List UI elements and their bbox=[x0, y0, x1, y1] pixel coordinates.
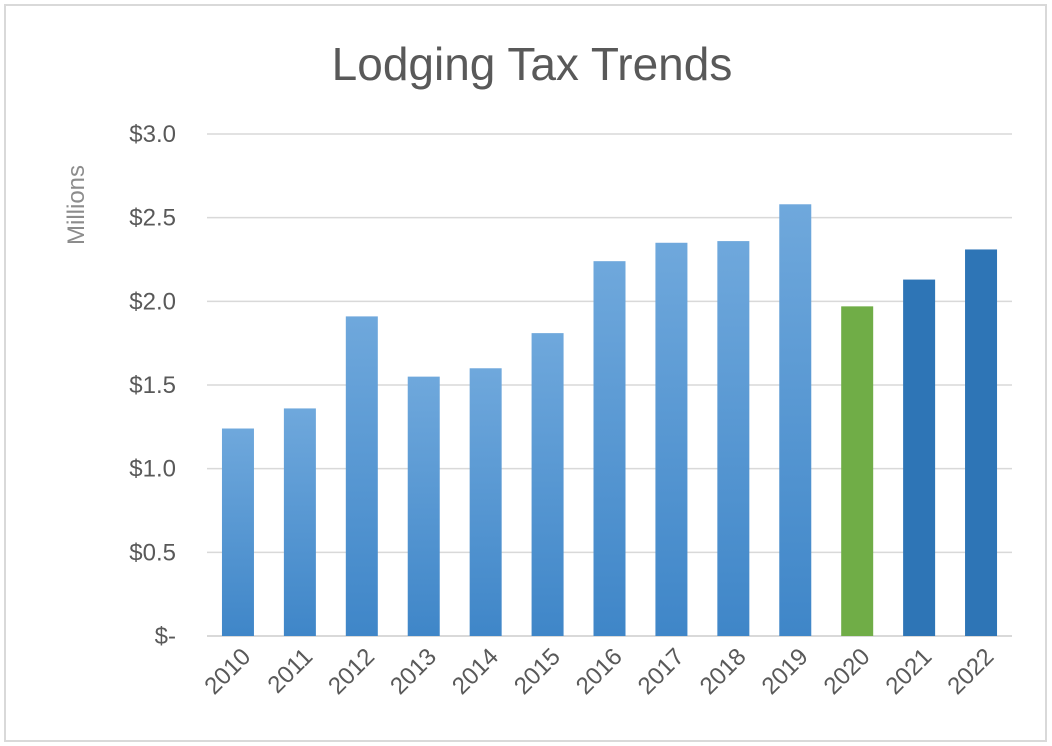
bar-2012 bbox=[345, 316, 378, 636]
x-tick-label: 2014 bbox=[447, 643, 504, 700]
bar-2016 bbox=[593, 261, 626, 636]
y-axis-label: Millions bbox=[63, 165, 90, 245]
bars bbox=[221, 204, 998, 637]
x-tick-label: 2020 bbox=[819, 643, 876, 700]
y-tick-label: $1.5 bbox=[129, 372, 176, 399]
x-tick-label: 2013 bbox=[385, 643, 442, 700]
x-tick-label: 2017 bbox=[633, 643, 690, 700]
bar-2011 bbox=[283, 408, 316, 636]
bar-2019 bbox=[779, 204, 812, 636]
bar-2014 bbox=[469, 368, 502, 636]
x-tick-label: 2010 bbox=[199, 643, 256, 700]
bar-2015 bbox=[531, 333, 564, 636]
x-tick-label: 2019 bbox=[757, 643, 814, 700]
bar-2021 bbox=[903, 279, 936, 636]
x-tick-label: 2012 bbox=[323, 643, 380, 700]
y-axis-ticks: $- $0.5 $1.0 $1.5 $2.0 $2.5 $3.0 bbox=[129, 121, 176, 650]
bar-2020 bbox=[841, 306, 874, 636]
x-tick-label: 2011 bbox=[263, 643, 319, 699]
x-tick-label: 2016 bbox=[571, 643, 628, 700]
bar-2018 bbox=[717, 241, 750, 637]
y-tick-label: $3.0 bbox=[129, 121, 176, 148]
x-tick-label: 2018 bbox=[695, 643, 752, 700]
x-tick-label: 2021 bbox=[881, 643, 938, 700]
y-tick-label: $1.0 bbox=[129, 456, 176, 483]
x-tick-label: 2022 bbox=[942, 643, 999, 700]
x-tick-label: 2015 bbox=[509, 643, 566, 700]
bar-2010 bbox=[221, 428, 254, 636]
chart-title: Lodging Tax Trends bbox=[332, 38, 733, 90]
y-tick-label: $2.0 bbox=[129, 288, 176, 315]
bar-2022 bbox=[965, 249, 998, 636]
bar-2017 bbox=[655, 242, 688, 636]
y-tick-label: $- bbox=[155, 623, 176, 650]
bar-2013 bbox=[407, 376, 440, 636]
y-tick-label: $0.5 bbox=[129, 539, 176, 566]
y-tick-label: $2.5 bbox=[129, 205, 176, 232]
x-axis-ticks: 2010 2011 2012 2013 2014 2015 2016 2017 2018 2019… bbox=[199, 643, 999, 700]
